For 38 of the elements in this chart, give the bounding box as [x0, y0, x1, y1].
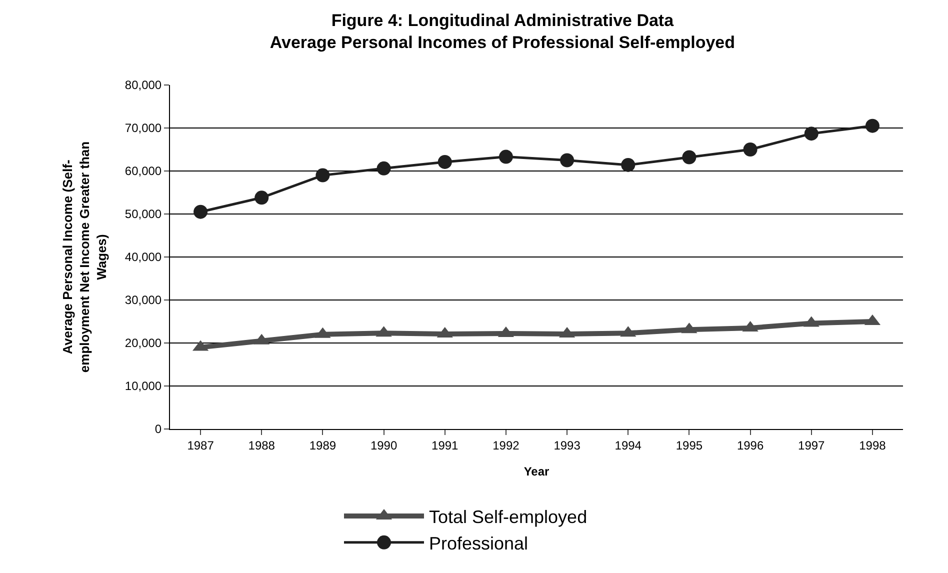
- point: [194, 204, 208, 219]
- y-tick-label: 40,000: [124, 250, 162, 264]
- point: [316, 168, 330, 182]
- point: [498, 150, 513, 164]
- x-tick-label: 1989: [309, 438, 336, 452]
- y-tick-label: 50,000: [124, 207, 162, 222]
- x-tick-label: 1991: [432, 438, 459, 452]
- x-tick-label: 1987: [187, 438, 214, 452]
- point: [438, 154, 452, 169]
- x-tick-label: 1994: [614, 438, 642, 452]
- y-tick-label: 10,000: [124, 379, 162, 394]
- point: [254, 190, 269, 205]
- point: [621, 158, 636, 172]
- x-tick-label: 1997: [798, 438, 826, 452]
- point: [560, 153, 574, 168]
- x-tick-label: 1992: [492, 438, 520, 452]
- y-tick-label: 60,000: [124, 164, 162, 178]
- x-tick-label: 1993: [554, 438, 581, 452]
- chart-title: Figure 4: Longitudinal Administrative Data Average Personal Incomes of Professional Self-employed: [270, 10, 736, 52]
- y-tick-label: 30,000: [124, 293, 162, 308]
- legend-label: Professional: [429, 533, 528, 554]
- x-tick-label: 1990: [370, 438, 398, 452]
- y-tick-label: 80,000: [124, 78, 162, 92]
- point: [682, 150, 696, 164]
- y-tick-label: 0: [154, 422, 162, 436]
- x-tick-label: 1996: [736, 438, 764, 452]
- x-tick-label: 1995: [676, 438, 703, 452]
- point: [865, 118, 880, 133]
- x-axis-title: Year: [524, 464, 550, 478]
- point: [743, 142, 758, 156]
- point: [804, 126, 818, 141]
- y-tick-label: 20,000: [124, 336, 162, 350]
- x-tick-label: 1998: [859, 438, 886, 452]
- point: [376, 161, 391, 176]
- y-tick-label: 70,000: [124, 121, 162, 136]
- y-axis-title: Average Personal Income (Self- employment Net Income Greater than Wages): [60, 141, 109, 373]
- legend-label: Total Self-employed: [429, 507, 588, 528]
- x-tick-label: 1988: [248, 438, 276, 452]
